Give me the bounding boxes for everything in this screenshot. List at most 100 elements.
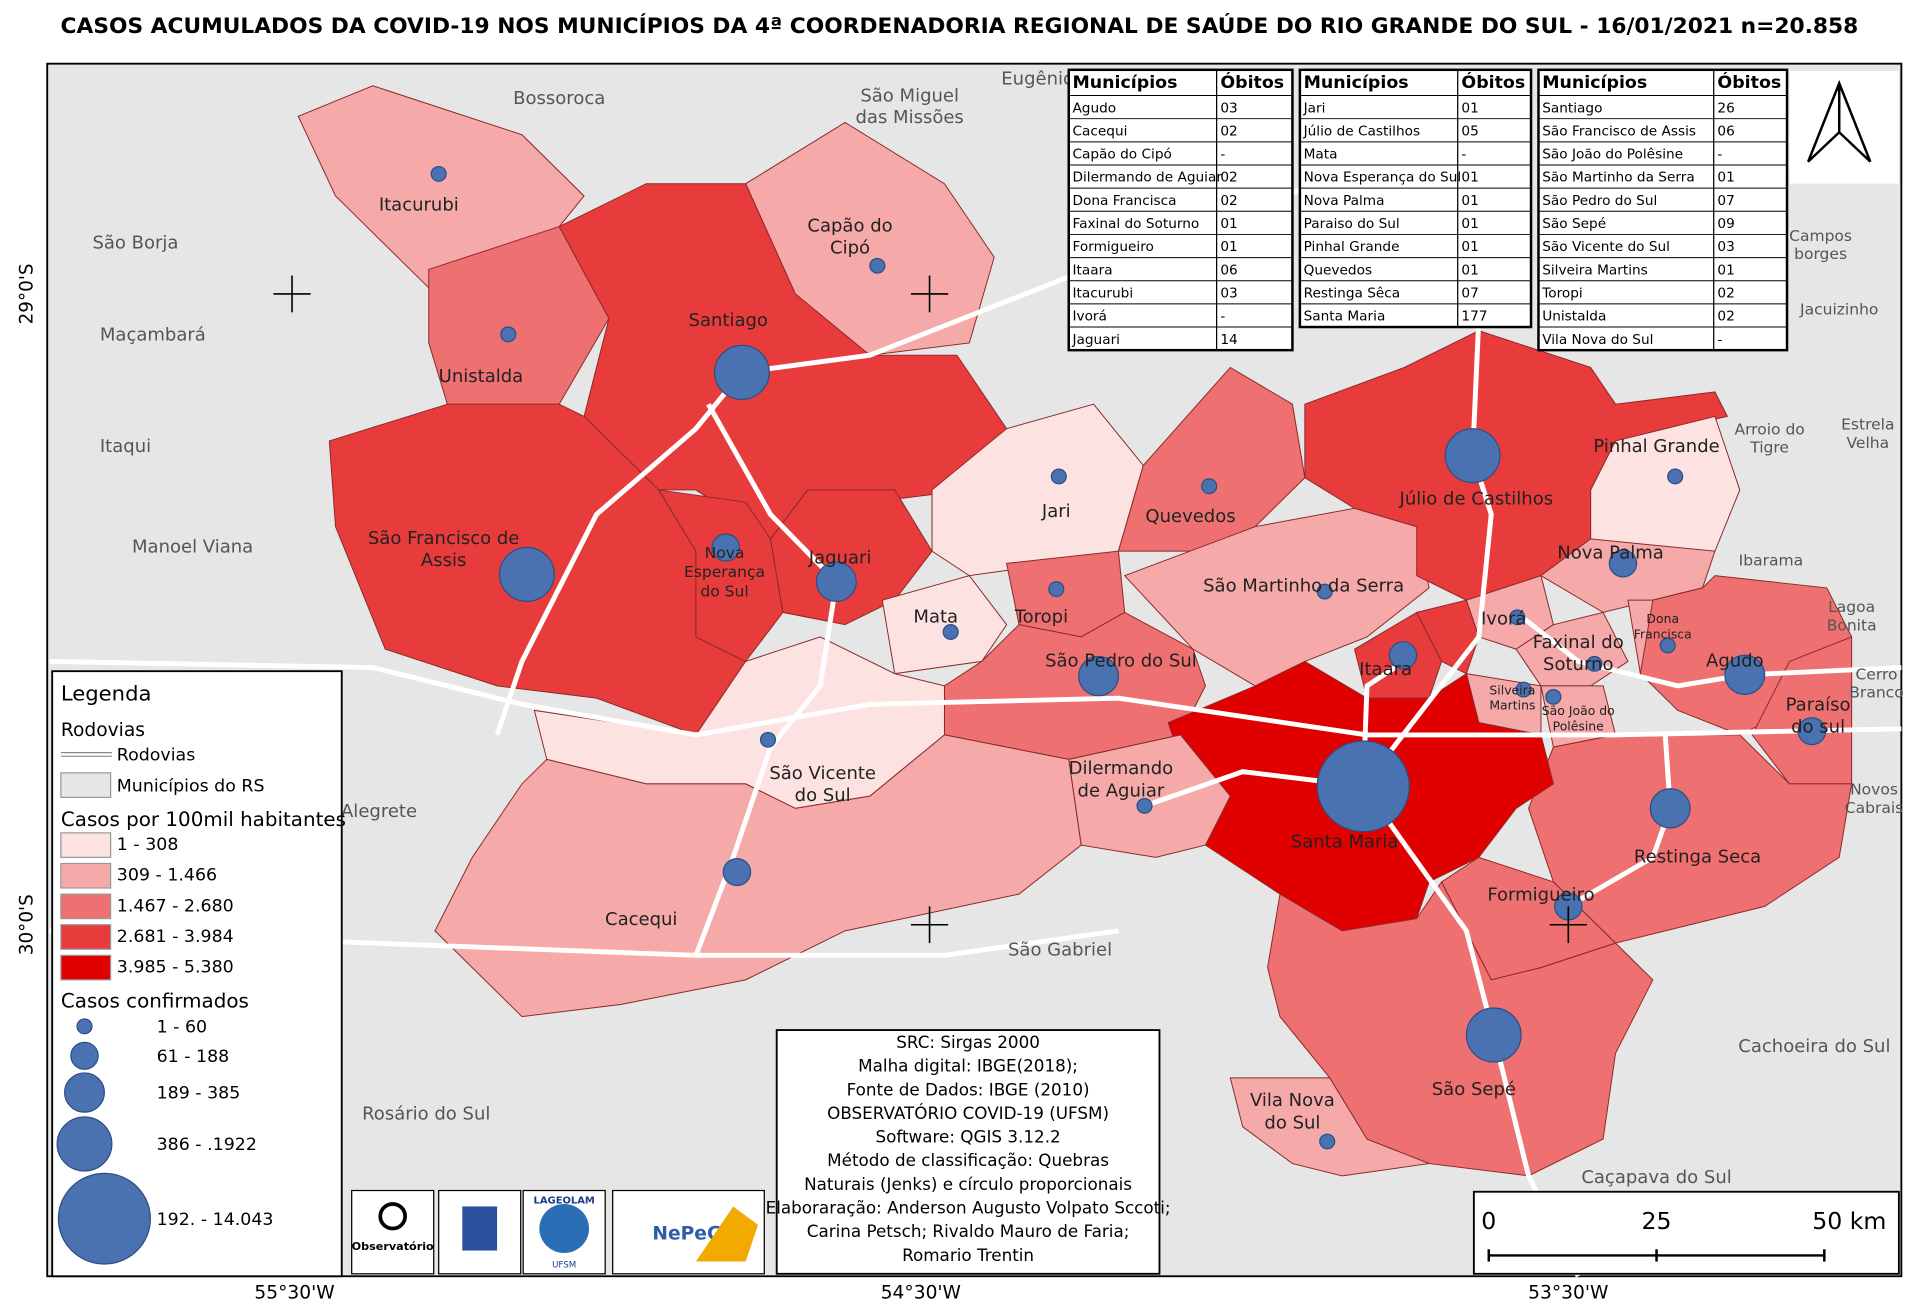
table-cell: São Sepé — [1542, 216, 1606, 232]
municipality-label: Itaara — [1359, 659, 1412, 680]
credits-line: SRC: Sirgas 2000 — [896, 1033, 1040, 1052]
deaths-tables: Municípios Óbitos Agudo 03 Cacequi 02 Capão do… — [1067, 68, 1789, 352]
legend-item: Municípios do RS — [117, 776, 265, 796]
lon-label: 53°30'W — [1528, 1282, 1608, 1303]
table-cell: Mata — [1304, 147, 1338, 163]
municipality-label: do Sul — [795, 785, 851, 806]
deaths-table: Municípios Óbitos Santiago 26 São Francisco … — [1537, 68, 1789, 352]
table-cell: São Martinho da Serra — [1542, 170, 1695, 186]
table-cell: Vila Nova do Sul — [1542, 332, 1653, 348]
legend-item: 309 - 1.466 — [117, 866, 217, 886]
table-cell: 02 — [1220, 193, 1237, 209]
municipality-label: Dona — [1646, 612, 1679, 626]
table-cell: 26 — [1717, 100, 1734, 116]
case-bubble — [1667, 468, 1684, 485]
table-cell: 09 — [1717, 216, 1734, 232]
case-bubble — [1608, 549, 1638, 578]
municipality-label: Cacequi — [605, 909, 677, 930]
table-cell: Itacurubi — [1072, 286, 1133, 302]
legend-item: 61 - 188 — [157, 1047, 230, 1067]
case-bubble — [1545, 688, 1562, 705]
deaths-table: Municípios Óbitos Agudo 03 Cacequi 02 Capão do… — [1067, 68, 1294, 352]
case-bubble — [1509, 609, 1526, 626]
case-bubble — [500, 326, 517, 343]
road — [1514, 610, 1902, 689]
table-cell: 06 — [1220, 262, 1237, 278]
municipality-label: Silveira — [1489, 683, 1535, 697]
neighbor-label: Campos — [1789, 227, 1852, 245]
municipality-label: Assis — [421, 550, 466, 571]
neighbor-label: Estrela — [1841, 416, 1894, 434]
lon-label: 55°30'W — [254, 1282, 334, 1303]
scale-label: 50 km — [1812, 1207, 1886, 1235]
legend-item: 189 - 385 — [157, 1084, 241, 1104]
table-cell: 01 — [1220, 239, 1237, 255]
municipality-label: Esperança — [684, 563, 765, 581]
neighbor-label: São Borja — [92, 233, 178, 254]
table-cell: Agudo — [1072, 100, 1116, 116]
table-cell: 14 — [1220, 332, 1237, 348]
scale-label: 25 — [1642, 1207, 1672, 1235]
credits-line: Elaboraração: Anderson Augusto Volpato S… — [766, 1199, 1171, 1218]
municipality-label: São Pedro do Sul — [1045, 650, 1197, 671]
table-cell: 01 — [1461, 239, 1478, 255]
municipality-label: Santa Maria — [1291, 832, 1399, 853]
logo-icon — [695, 1206, 759, 1262]
legend-swatch — [60, 862, 112, 889]
municipality — [1117, 366, 1306, 552]
scale-bar: 0 25 50 km — [1472, 1190, 1900, 1275]
neighbor-label: Ibarama — [1739, 552, 1803, 570]
case-bubble — [1316, 583, 1333, 600]
table-cell: São João do Polêsine — [1542, 147, 1683, 163]
municipality-label: São Vicente — [769, 763, 876, 784]
legend-swatch — [60, 832, 112, 858]
municipality-label: Faxinal do — [1533, 632, 1624, 653]
municipality-label: do Sul — [700, 582, 748, 600]
legend-item: Rodovias — [117, 746, 195, 766]
legend-bubble — [56, 1116, 113, 1172]
table-bg — [1298, 68, 1533, 329]
table-cell: 01 — [1461, 216, 1478, 232]
municipality-label: Francisca — [1634, 628, 1692, 642]
legend-item: 386 - .1922 — [157, 1135, 257, 1155]
case-bubble — [1586, 655, 1603, 672]
road — [693, 402, 839, 957]
legend-swatch — [60, 772, 112, 798]
municipality-label: de Aguiar — [1078, 780, 1165, 801]
municipality-label: Dilermando — [1069, 758, 1173, 779]
case-bubble — [1465, 1007, 1522, 1063]
table-header: Municípios — [1072, 73, 1177, 93]
credits-line: Malha digital: IBGE(2018); — [858, 1057, 1078, 1076]
case-bubble — [430, 165, 447, 182]
legend-heading: Casos confirmados — [61, 989, 249, 1012]
table-cell: Ivorá — [1072, 309, 1106, 325]
table-cell: - — [1220, 147, 1225, 163]
table-cell: Cacequi — [1072, 124, 1127, 140]
municipality-label: São João do — [1542, 704, 1615, 718]
legend: Legenda Rodovias Rodovias Municípios do RS C… — [51, 670, 346, 1278]
neighbor-label: Jacuizinho — [1799, 300, 1878, 318]
logo-icon — [462, 1206, 498, 1251]
municipality-label: Restinga Seca — [1634, 846, 1761, 867]
case-bubble — [713, 344, 770, 400]
legend-item: 3.985 - 5.380 — [117, 958, 234, 978]
north-arrow — [1789, 71, 1899, 184]
table-cell: Dona Francisca — [1072, 193, 1176, 209]
neighbor-label: borges — [1794, 245, 1847, 263]
title: CASOS ACUMULADOS DA COVID-19 NOS MUNICÍP… — [61, 13, 1859, 39]
neighbor-label: Caçapava do Sul — [1581, 1167, 1731, 1188]
neighbor-label: Cabrais — [1845, 799, 1903, 817]
neighbor-label: São Gabriel — [1008, 940, 1112, 961]
legend-heading: Rodovias — [61, 720, 145, 741]
table-cell: Dilermando de Aguiar — [1072, 170, 1222, 186]
legend-swatch — [60, 954, 112, 981]
neighbor-label: Bossoroca — [513, 88, 605, 109]
case-bubble — [1078, 655, 1120, 697]
legend-bubble — [57, 1172, 151, 1265]
table-cell: Pinhal Grande — [1304, 239, 1400, 255]
municipality — [657, 489, 784, 663]
case-bubbles — [430, 165, 1827, 1150]
municipality-label: Quevedos — [1145, 506, 1235, 527]
neighbor-label: Velha — [1846, 434, 1889, 452]
logo-text: UFSM — [552, 1261, 576, 1271]
